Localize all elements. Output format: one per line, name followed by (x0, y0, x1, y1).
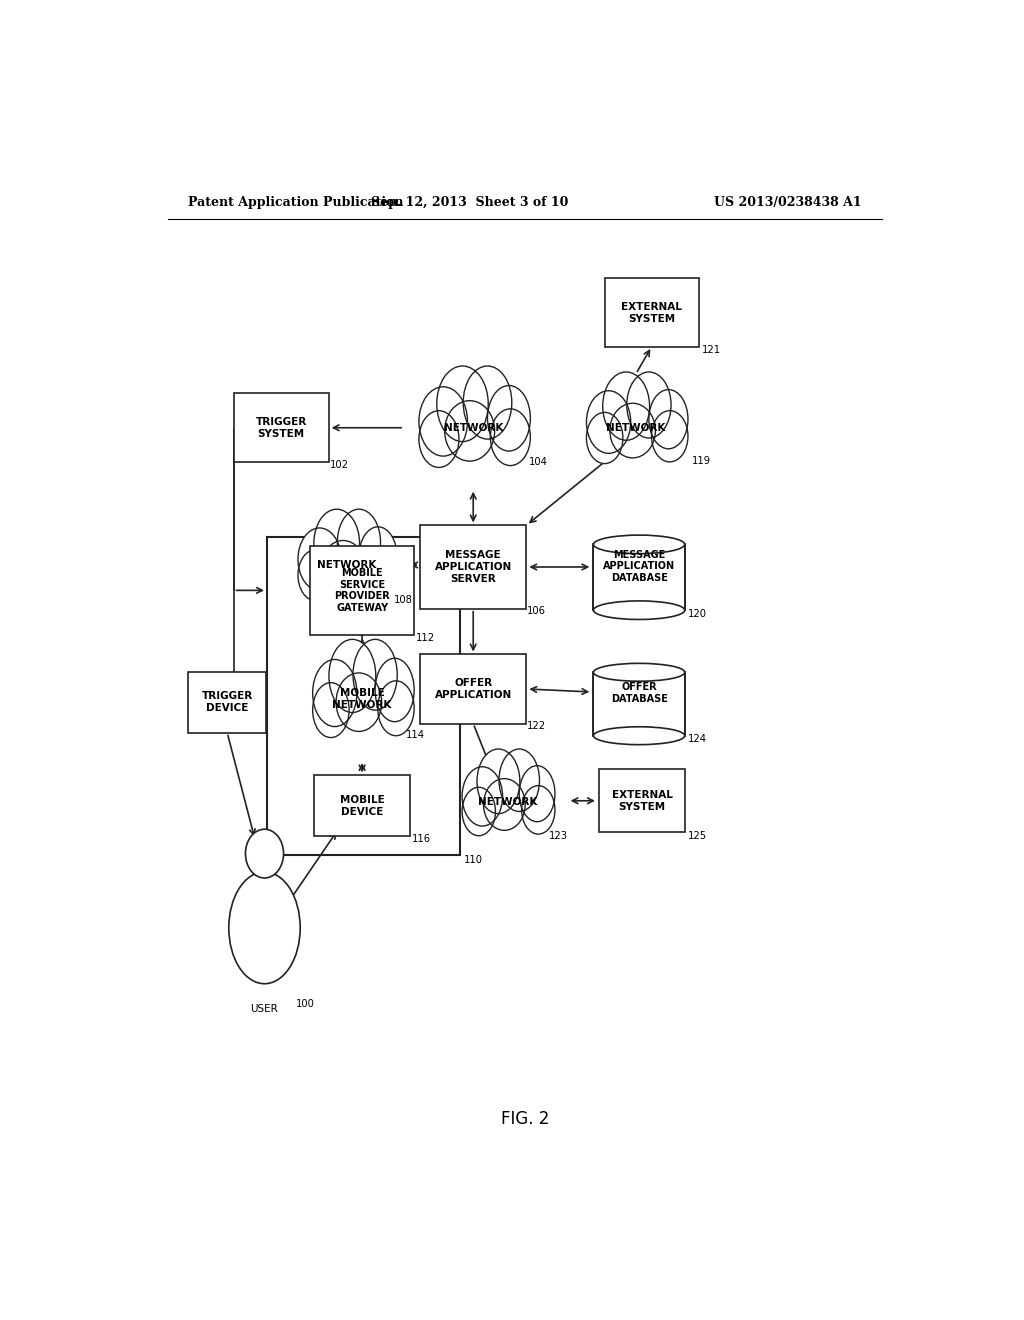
Circle shape (246, 829, 284, 878)
FancyBboxPatch shape (267, 536, 460, 854)
Ellipse shape (359, 527, 397, 586)
Text: 106: 106 (527, 606, 546, 615)
Text: 119: 119 (691, 457, 711, 466)
Text: Patent Application Publication: Patent Application Publication (187, 195, 403, 209)
Text: OFFER
APPLICATION: OFFER APPLICATION (434, 678, 512, 700)
Ellipse shape (228, 873, 300, 983)
Ellipse shape (483, 779, 525, 830)
Text: MOBILE
DEVICE: MOBILE DEVICE (340, 795, 384, 817)
Ellipse shape (419, 387, 468, 457)
Ellipse shape (594, 664, 685, 681)
Text: MOBILE
NETWORK: MOBILE NETWORK (333, 688, 392, 710)
Text: 100: 100 (296, 999, 315, 1008)
Ellipse shape (603, 372, 649, 441)
Ellipse shape (419, 411, 459, 467)
Ellipse shape (594, 601, 685, 619)
FancyBboxPatch shape (421, 655, 526, 723)
Text: 108: 108 (394, 595, 413, 606)
Ellipse shape (463, 366, 512, 440)
Ellipse shape (375, 659, 414, 722)
Ellipse shape (594, 727, 685, 744)
FancyBboxPatch shape (314, 775, 410, 837)
Ellipse shape (587, 412, 623, 463)
Text: 125: 125 (687, 832, 707, 841)
Text: USER: USER (251, 1005, 279, 1014)
FancyBboxPatch shape (309, 545, 415, 635)
Ellipse shape (594, 535, 685, 553)
Ellipse shape (649, 389, 688, 449)
Text: 112: 112 (416, 634, 435, 643)
Text: 102: 102 (331, 461, 349, 470)
FancyBboxPatch shape (188, 672, 266, 733)
Text: NETWORK: NETWORK (443, 422, 503, 433)
Ellipse shape (487, 385, 530, 451)
Ellipse shape (329, 639, 376, 713)
Text: EXTERNAL
SYSTEM: EXTERNAL SYSTEM (622, 302, 682, 323)
Ellipse shape (298, 549, 334, 601)
Ellipse shape (312, 682, 349, 738)
Ellipse shape (462, 767, 503, 826)
Text: MESSAGE
APPLICATION
DATABASE: MESSAGE APPLICATION DATABASE (603, 549, 675, 582)
Text: NETWORK: NETWORK (606, 422, 666, 433)
FancyBboxPatch shape (605, 279, 698, 347)
Text: 124: 124 (687, 734, 707, 743)
Ellipse shape (521, 785, 555, 834)
Ellipse shape (298, 528, 341, 590)
Ellipse shape (610, 404, 655, 458)
Ellipse shape (444, 401, 495, 461)
Text: EXTERNAL
SYSTEM: EXTERNAL SYSTEM (611, 789, 673, 812)
Ellipse shape (477, 748, 520, 813)
Text: OFFER
DATABASE: OFFER DATABASE (610, 682, 668, 704)
Ellipse shape (587, 391, 631, 453)
Ellipse shape (378, 681, 414, 735)
Ellipse shape (321, 540, 366, 595)
FancyBboxPatch shape (599, 770, 685, 833)
Text: MOBILE
SERVICE
PROVIDER
GATEWAY: MOBILE SERVICE PROVIDER GATEWAY (334, 568, 390, 612)
Text: NETWORK: NETWORK (316, 560, 376, 570)
Ellipse shape (437, 366, 488, 442)
Text: 123: 123 (549, 832, 567, 841)
Text: FIG. 2: FIG. 2 (501, 1110, 549, 1127)
Ellipse shape (519, 766, 555, 822)
Ellipse shape (490, 409, 530, 466)
Ellipse shape (314, 510, 359, 577)
Ellipse shape (361, 548, 397, 599)
Text: 116: 116 (412, 834, 431, 845)
Text: 121: 121 (701, 346, 721, 355)
Text: 122: 122 (527, 722, 547, 731)
Text: TRIGGER
DEVICE: TRIGGER DEVICE (202, 692, 253, 713)
Text: US 2013/0238438 A1: US 2013/0238438 A1 (715, 195, 862, 209)
Ellipse shape (627, 372, 671, 438)
Text: 110: 110 (464, 854, 482, 865)
Ellipse shape (353, 639, 397, 710)
Ellipse shape (337, 510, 381, 576)
Bar (594, 544, 685, 610)
Text: NETWORK: NETWORK (477, 797, 537, 807)
Ellipse shape (499, 748, 540, 812)
Ellipse shape (651, 411, 688, 462)
FancyBboxPatch shape (233, 393, 329, 462)
Text: 104: 104 (528, 457, 548, 467)
Ellipse shape (336, 673, 382, 731)
Text: 114: 114 (406, 730, 425, 739)
FancyBboxPatch shape (421, 525, 526, 609)
Ellipse shape (462, 787, 496, 836)
Ellipse shape (312, 660, 357, 726)
Text: TRIGGER
SYSTEM: TRIGGER SYSTEM (256, 417, 307, 438)
Text: 120: 120 (687, 609, 707, 619)
Text: Sep. 12, 2013  Sheet 3 of 10: Sep. 12, 2013 Sheet 3 of 10 (371, 195, 568, 209)
Bar (594, 672, 685, 735)
Text: MESSAGE
APPLICATION
SERVER: MESSAGE APPLICATION SERVER (434, 550, 512, 583)
